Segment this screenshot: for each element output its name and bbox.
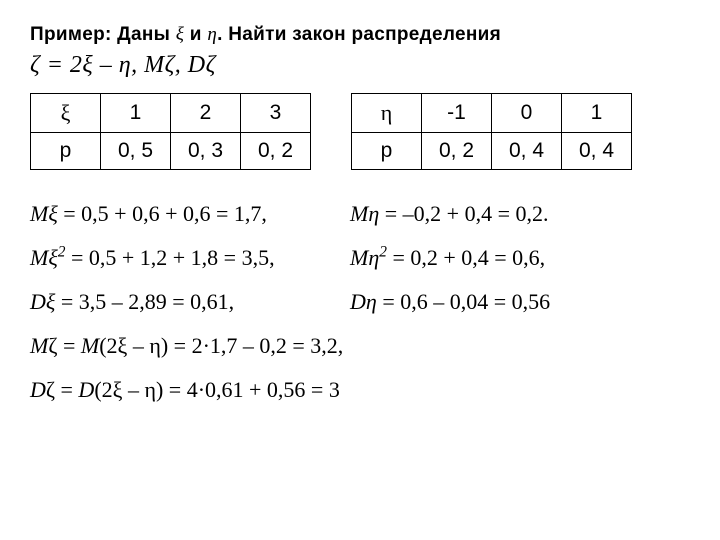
- p-val: 0, 3: [171, 133, 241, 170]
- tables-row: ξ 1 2 3 p 0, 5 0, 3 0, 2 η -1 0 1 p 0, 2…: [30, 93, 690, 170]
- xi-val: 2: [171, 94, 241, 133]
- p-val: 0, 2: [241, 133, 311, 170]
- p-label: p: [31, 133, 101, 170]
- table-row: p 0, 2 0, 4 0, 4: [352, 133, 632, 170]
- p-val: 0, 2: [422, 133, 492, 170]
- title-mid: и: [184, 24, 207, 45]
- xi-val: 1: [101, 94, 171, 133]
- p-label: p: [352, 133, 422, 170]
- definition-formula: ζ = 2ξ – η, Mζ, Dζ: [30, 52, 690, 79]
- title-xi: ξ: [176, 24, 184, 45]
- title-prefix: Пример: Даны: [30, 24, 176, 45]
- eq-mzeta: Mζ = M(2ξ – η) = 2·1,7 – 0,2 = 3,2,: [30, 333, 343, 358]
- p-val: 0, 4: [562, 133, 632, 170]
- equation-row: Mξ2 = 0,5 + 1,2 + 1,8 = 3,5, Mη2 = 0,2 +…: [30, 236, 690, 280]
- table-eta: η -1 0 1 p 0, 2 0, 4 0, 4: [351, 93, 632, 170]
- eq-meta: Mη = –0,2 + 0,4 = 0,2.: [350, 201, 548, 226]
- eta-symbol: η: [352, 94, 422, 133]
- equations-block: Mξ = 0,5 + 0,6 + 0,6 = 1,7, Mη = –0,2 + …: [30, 192, 690, 412]
- equation-row: Mξ = 0,5 + 0,6 + 0,6 = 1,7, Mη = –0,2 + …: [30, 192, 690, 236]
- eq-dxi: Dξ = 3,5 – 2,89 = 0,61,: [30, 289, 234, 314]
- eq-dzeta: Dζ = D(2ξ – η) = 4·0,61 + 0,56 = 3: [30, 377, 340, 402]
- eq-meta2: Mη2 = 0,2 + 0,4 = 0,6,: [350, 245, 545, 270]
- eq-deta: Dη = 0,6 – 0,04 = 0,56: [350, 289, 550, 314]
- eta-val: -1: [422, 94, 492, 133]
- table-row: η -1 0 1: [352, 94, 632, 133]
- p-val: 0, 5: [101, 133, 171, 170]
- equation-row: Dξ = 3,5 – 2,89 = 0,61, Dη = 0,6 – 0,04 …: [30, 280, 690, 324]
- eta-val: 1: [562, 94, 632, 133]
- xi-symbol: ξ: [31, 94, 101, 133]
- p-val: 0, 4: [492, 133, 562, 170]
- xi-val: 3: [241, 94, 311, 133]
- title-line: Пример: Даны ξ и η. Найти закон распреде…: [30, 24, 690, 46]
- table-row: p 0, 5 0, 3 0, 2: [31, 133, 311, 170]
- eta-val: 0: [492, 94, 562, 133]
- table-row: ξ 1 2 3: [31, 94, 311, 133]
- title-suffix: . Найти закон распределения: [217, 24, 501, 45]
- eq-mxi2: Mξ2 = 0,5 + 1,2 + 1,8 = 3,5,: [30, 245, 275, 270]
- eq-mxi: Mξ = 0,5 + 0,6 + 0,6 = 1,7,: [30, 201, 267, 226]
- equation-row: Mζ = M(2ξ – η) = 2·1,7 – 0,2 = 3,2,: [30, 324, 690, 368]
- table-xi: ξ 1 2 3 p 0, 5 0, 3 0, 2: [30, 93, 311, 170]
- equation-row: Dζ = D(2ξ – η) = 4·0,61 + 0,56 = 3: [30, 368, 690, 412]
- title-eta: η: [207, 24, 217, 45]
